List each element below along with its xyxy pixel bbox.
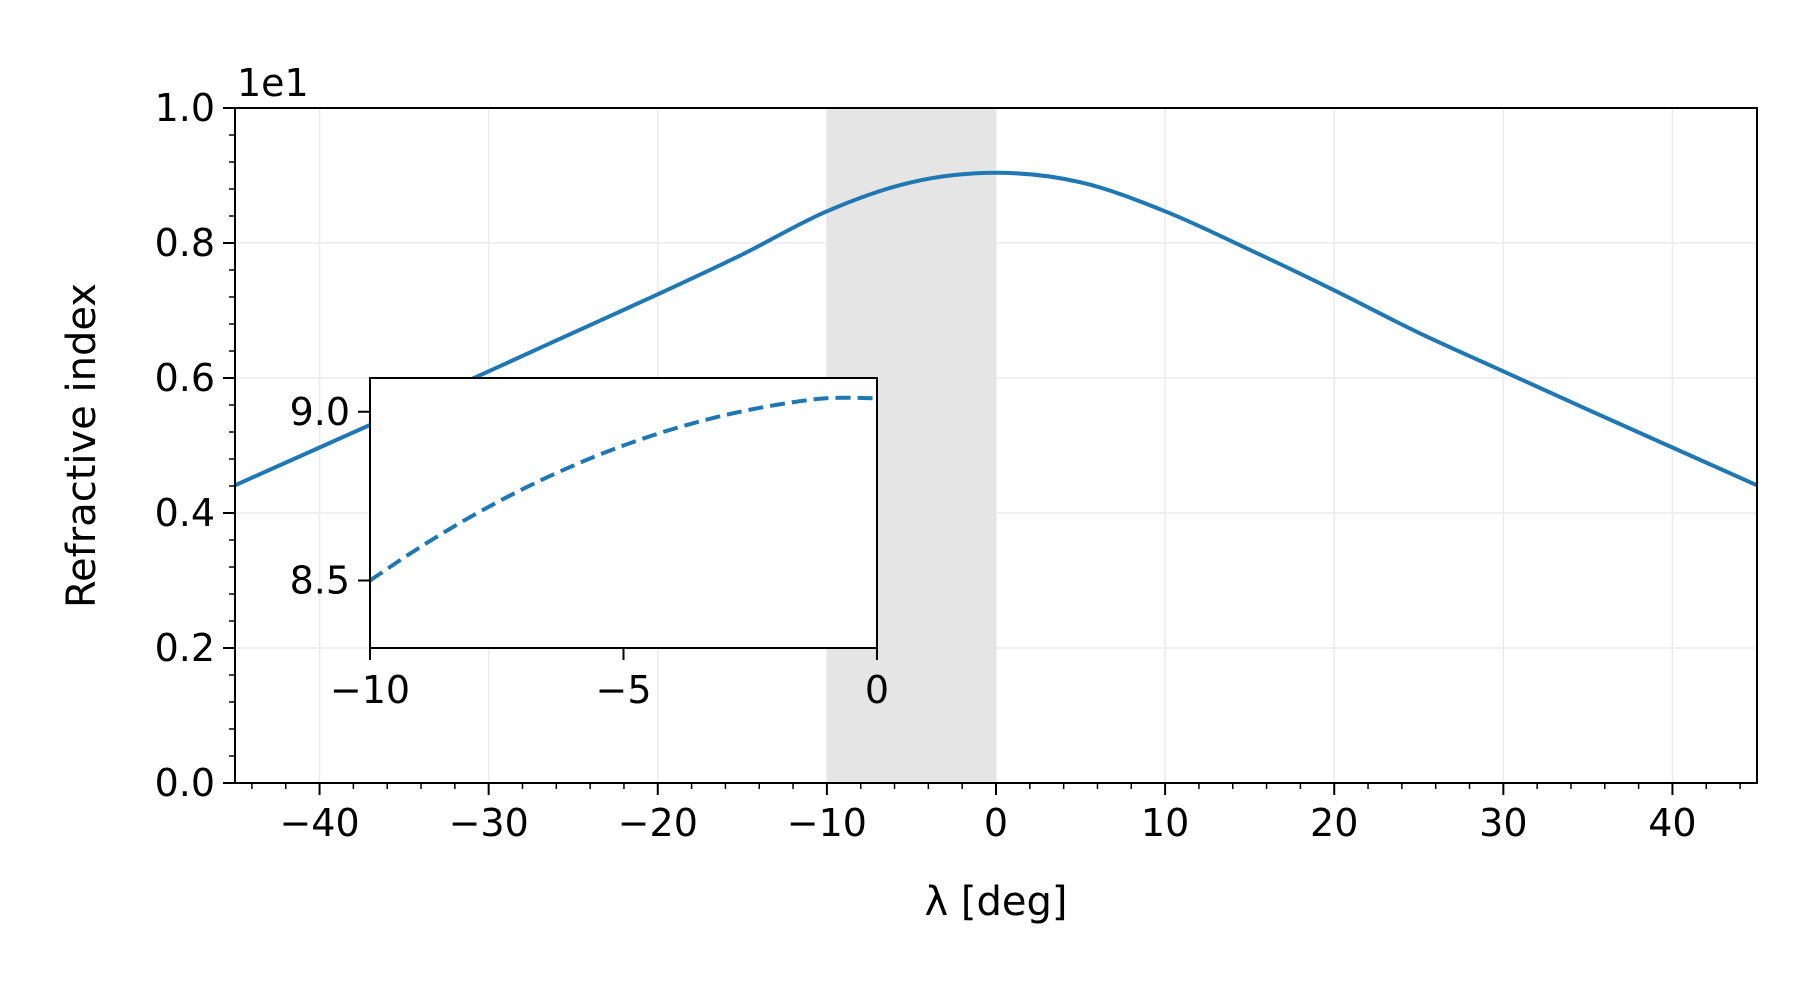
x-axis-label: λ [deg]	[925, 879, 1068, 925]
x-tick-label: 30	[1479, 801, 1527, 845]
y-tick-label: 0.0	[155, 761, 215, 805]
inset-y-ticks: 8.5 9.0	[290, 390, 370, 603]
x-tick-label: 0	[984, 801, 1008, 845]
inset-x-tick-label: −5	[595, 668, 651, 712]
inset-y-tick-label: 8.5	[290, 559, 350, 603]
inset-series	[368, 395, 878, 583]
y-tick-label: 0.2	[155, 626, 215, 670]
inset-series-line	[368, 395, 878, 583]
y-tick-label: 0.4	[155, 491, 215, 535]
main-series-line	[234, 170, 1758, 488]
inset-x-ticks: −10 −5 0	[330, 648, 889, 712]
x-tick-label: 20	[1310, 801, 1358, 845]
x-tick-label: −40	[279, 801, 359, 845]
main-x-ticks: −40 −30 −20 −10 0 10 20 30 40	[251, 783, 1741, 845]
x-tick-label: 40	[1648, 801, 1696, 845]
main-series	[234, 170, 1758, 488]
x-tick-label: −30	[449, 801, 529, 845]
x-tick-label: 10	[1141, 801, 1189, 845]
y-axis-label: Refractive index	[59, 283, 105, 608]
y-tick-label: 1.0	[155, 86, 215, 130]
y-offset-text: 1e1	[237, 61, 309, 105]
y-tick-label: 0.8	[155, 221, 215, 265]
inset-background	[370, 378, 877, 648]
inset-y-tick-label: 9.0	[290, 390, 350, 434]
x-tick-label: −10	[787, 801, 867, 845]
x-tick-label: −20	[618, 801, 698, 845]
inset-x-tick-label: −10	[330, 668, 410, 712]
y-tick-label: 0.6	[155, 356, 215, 400]
main-y-ticks: 0.0 0.2 0.4 0.6 0.8 1.0	[155, 86, 235, 805]
inset-x-tick-label: 0	[865, 668, 889, 712]
